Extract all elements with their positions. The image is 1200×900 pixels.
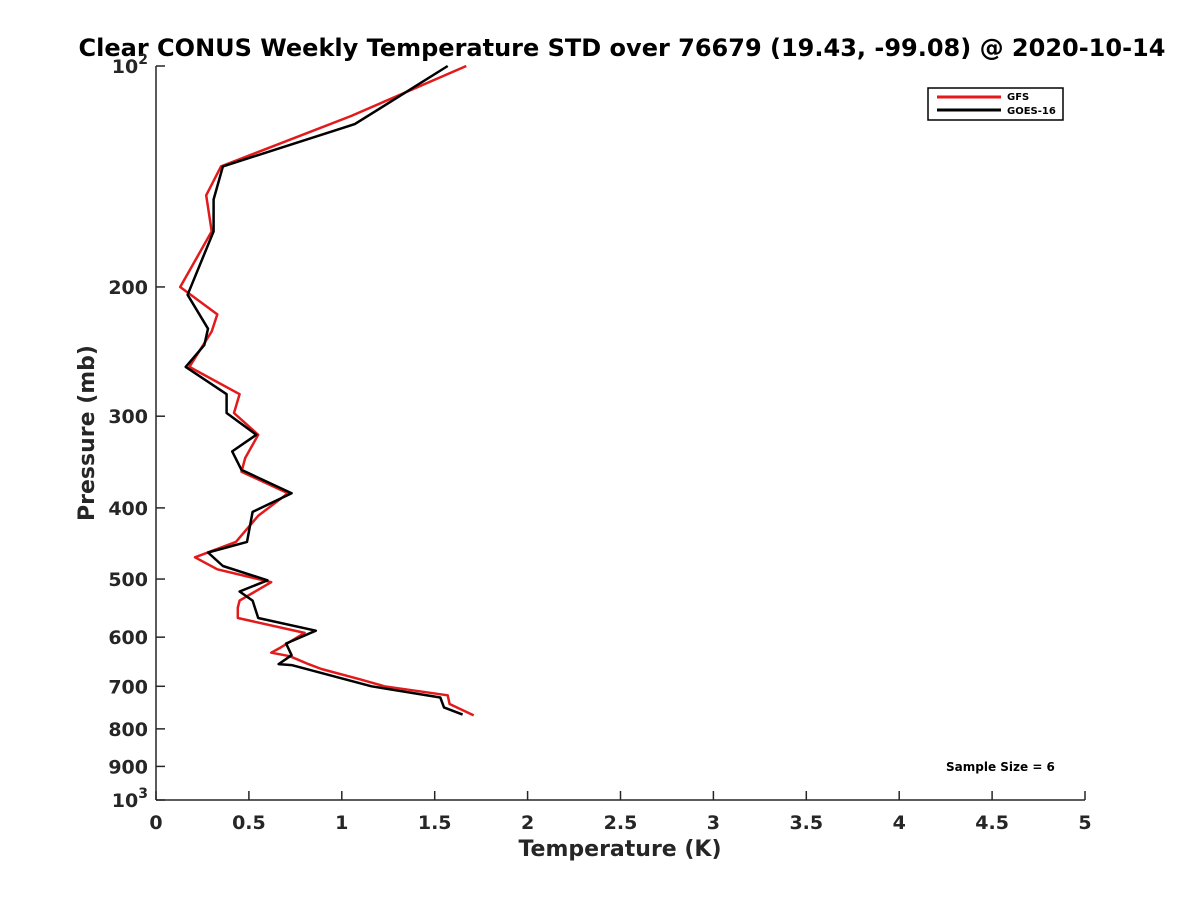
series-layer [178,64,475,717]
x-tick-label: 5 [1078,812,1091,834]
y-tick-label-text: 500 [108,569,148,591]
y-tick-label: 400 [108,498,148,520]
y-tick-label: 300 [108,406,148,428]
y-tick-label-exponent: 3 [138,786,148,802]
y-axis-label: Pressure (mb) [75,345,100,521]
x-ticks: 0 0.5 1 1.5 2 2.5 3 3.5 4 4.5 5 [149,791,1092,834]
y-tick-label: 500 [108,569,148,591]
y-tick-label: 900 [108,756,148,778]
y-tick-label-text: 200 [108,277,148,299]
x-tick-label: 1 [335,812,348,834]
series-line-gfs [178,64,475,717]
x-tick-label: 4.5 [975,812,1009,834]
y-tick-label-text: 10 [112,790,138,812]
x-tick-label: 2 [521,812,534,834]
series-line-goes16 [184,64,464,716]
x-tick-label: 3 [707,812,720,834]
legend-label-goes16: GOES-16 [1007,106,1056,117]
y-tick-label: 600 [108,627,148,649]
sample-size-annotation: Sample Size = 6 [946,760,1055,774]
y-tick-label: 103 [112,786,148,812]
legend: GFS GOES-16 [927,87,1064,121]
x-tick-label: 4 [893,812,906,834]
y-tick-label: 800 [108,719,148,741]
y-tick-label: 200 [108,277,148,299]
plot-area [155,66,1085,801]
y-tick-label: 102 [112,52,148,78]
y-tick-label-text: 10 [112,56,138,78]
legend-label-gfs: GFS [1007,92,1029,103]
y-tick-label-text: 300 [108,406,148,428]
x-tick-label: 1.5 [418,812,452,834]
y-tick-label-text: 900 [108,756,148,778]
y-tick-label-text: 600 [108,627,148,649]
y-tick-label-text: 400 [108,498,148,520]
x-tick-label: 2.5 [604,812,638,834]
legend-box [927,87,1064,121]
chart-title: Clear CONUS Weekly Temperature STD over … [79,34,1166,62]
y-tick-label-text: 800 [108,719,148,741]
y-tick-label: 700 [108,676,148,698]
x-tick-label: 3.5 [789,812,823,834]
x-axis-label: Temperature (K) [518,837,721,862]
x-tick-label: 0 [149,812,162,834]
y-tick-label-exponent: 2 [138,52,148,68]
x-tick-label: 0.5 [232,812,266,834]
y-tick-label-text: 700 [108,676,148,698]
